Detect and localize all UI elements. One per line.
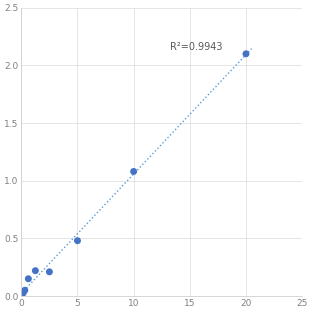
Point: [243, 51, 248, 56]
Text: R²=0.9943: R²=0.9943: [170, 42, 222, 52]
Point: [19, 292, 24, 297]
Point: [47, 269, 52, 274]
Point: [75, 238, 80, 243]
Point: [33, 268, 38, 273]
Point: [131, 169, 136, 174]
Point: [21, 291, 26, 296]
Point: [22, 288, 27, 293]
Point: [26, 276, 31, 281]
